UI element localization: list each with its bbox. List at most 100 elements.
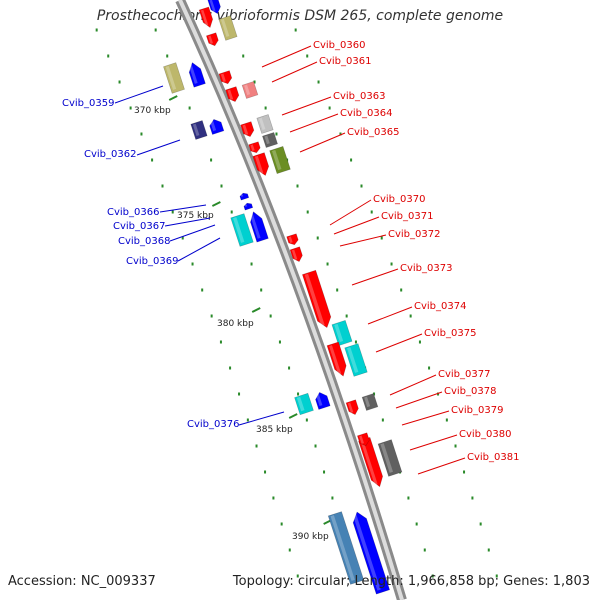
gene-label-cvib-0376[interactable]: Cvib_0376 <box>187 419 239 430</box>
ring-dot <box>229 366 232 370</box>
gene-label-cvib-0361[interactable]: Cvib_0361 <box>319 56 371 67</box>
ring-dot <box>250 262 253 266</box>
gene-block <box>344 343 368 377</box>
ring-dot <box>415 522 418 526</box>
gene-label-cvib-0378[interactable]: Cvib_0378 <box>444 386 496 397</box>
gene-label-cvib-0360[interactable]: Cvib_0360 <box>313 40 365 51</box>
gene-label-leader <box>409 434 458 451</box>
ring-dot <box>495 574 498 578</box>
scale-tick <box>211 201 221 207</box>
gene-block <box>190 120 208 140</box>
ring-dot <box>269 314 272 318</box>
gene-label-cvib-0375[interactable]: Cvib_0375 <box>424 328 476 339</box>
gene-block <box>294 392 314 416</box>
gene-label-leader <box>389 374 437 396</box>
gene-label-cvib-0370[interactable]: Cvib_0370 <box>373 194 425 205</box>
ring-dot <box>288 366 291 370</box>
ring-dot <box>272 496 275 500</box>
gene-label-leader <box>351 268 399 286</box>
ring-dot <box>280 522 283 526</box>
gene-arrow <box>248 141 261 154</box>
ring-dot <box>238 392 241 396</box>
gene-block <box>230 213 254 247</box>
ring-dot <box>210 314 213 318</box>
scale-tick-label: 380 kbp <box>217 319 254 329</box>
ring-dots <box>95 28 498 578</box>
gene-label-cvib-0377[interactable]: Cvib_0377 <box>438 369 490 380</box>
ring-dot <box>161 184 164 188</box>
ring-dot <box>370 210 373 214</box>
ring-dot <box>407 496 410 500</box>
gene-label-cvib-0368[interactable]: Cvib_0368 <box>118 236 170 247</box>
gene-label-leader <box>375 333 423 353</box>
ring-dot <box>246 418 249 422</box>
gene-block <box>256 114 274 134</box>
ring-dot <box>230 210 233 214</box>
gene-label-leader <box>339 234 387 247</box>
gene-arrow <box>352 511 391 595</box>
ring-dot <box>373 392 376 396</box>
gene-label-cvib-0362[interactable]: Cvib_0362 <box>84 149 136 160</box>
ring-dot <box>154 28 157 32</box>
ring-dot <box>188 106 191 110</box>
gene-label-cvib-0372[interactable]: Cvib_0372 <box>388 229 440 240</box>
gene-label-leader <box>329 199 372 226</box>
scale-tick-label: 385 kbp <box>256 425 293 435</box>
gene-block <box>361 393 379 411</box>
gene-arrow <box>207 0 221 15</box>
ring-dot <box>326 262 329 266</box>
gene-label-leader <box>261 45 312 68</box>
gene-label-leader <box>114 85 164 104</box>
ring-dot <box>220 184 223 188</box>
ring-dot <box>260 288 263 292</box>
scale-tick <box>288 413 298 419</box>
gene-arrow <box>239 192 250 201</box>
gene-label-cvib-0365[interactable]: Cvib_0365 <box>347 127 399 138</box>
gene-label-cvib-0367[interactable]: Cvib_0367 <box>113 221 165 232</box>
gene-label-cvib-0373[interactable]: Cvib_0373 <box>400 263 452 274</box>
ring-dot <box>445 418 448 422</box>
gene-arrow <box>225 86 240 103</box>
gene-label-cvib-0380[interactable]: Cvib_0380 <box>459 429 511 440</box>
ring-dot <box>354 340 357 344</box>
gene-label-cvib-0374[interactable]: Cvib_0374 <box>414 301 466 312</box>
gene-label-cvib-0379[interactable]: Cvib_0379 <box>451 405 503 416</box>
gene-label-cvib-0363[interactable]: Cvib_0363 <box>333 91 385 102</box>
gene-label-cvib-0364[interactable]: Cvib_0364 <box>340 108 392 119</box>
ring-dot <box>95 28 98 32</box>
gene-arrow <box>188 62 206 88</box>
gene-label-cvib-0381[interactable]: Cvib_0381 <box>467 452 519 463</box>
gene-label-leader <box>417 457 466 475</box>
ring-dot <box>323 470 326 474</box>
gene-label-cvib-0371[interactable]: Cvib_0371 <box>381 211 433 222</box>
ring-dot <box>471 496 474 500</box>
gene-block <box>269 146 291 174</box>
gene-label-cvib-0366[interactable]: Cvib_0366 <box>107 207 159 218</box>
scale-tick <box>251 307 261 313</box>
ring-dot <box>288 548 291 552</box>
ring-dot <box>431 574 434 578</box>
gene-label-leader <box>177 237 221 262</box>
ring-dot <box>278 340 281 344</box>
gene-arrow <box>286 233 299 246</box>
gene-arrow <box>315 392 331 410</box>
ring-dot <box>418 340 421 344</box>
gene-arrow <box>302 269 332 329</box>
ring-dot <box>264 106 267 110</box>
gene-block <box>377 439 403 477</box>
ring-dot <box>381 418 384 422</box>
gene-block <box>218 15 238 41</box>
ring-dot <box>210 158 213 162</box>
gene-arrow <box>198 6 213 29</box>
gene-label-cvib-0359[interactable]: Cvib_0359 <box>62 98 114 109</box>
gene-label-leader <box>159 204 207 213</box>
scale-tick <box>168 95 178 101</box>
ring-dot <box>242 54 245 58</box>
gene-arrow <box>345 399 359 416</box>
gene-label-leader <box>367 306 413 325</box>
gene-label-leader <box>299 132 346 153</box>
ring-dot <box>140 132 143 136</box>
gene-label-cvib-0369[interactable]: Cvib_0369 <box>126 256 178 267</box>
ring-dot <box>296 574 299 578</box>
